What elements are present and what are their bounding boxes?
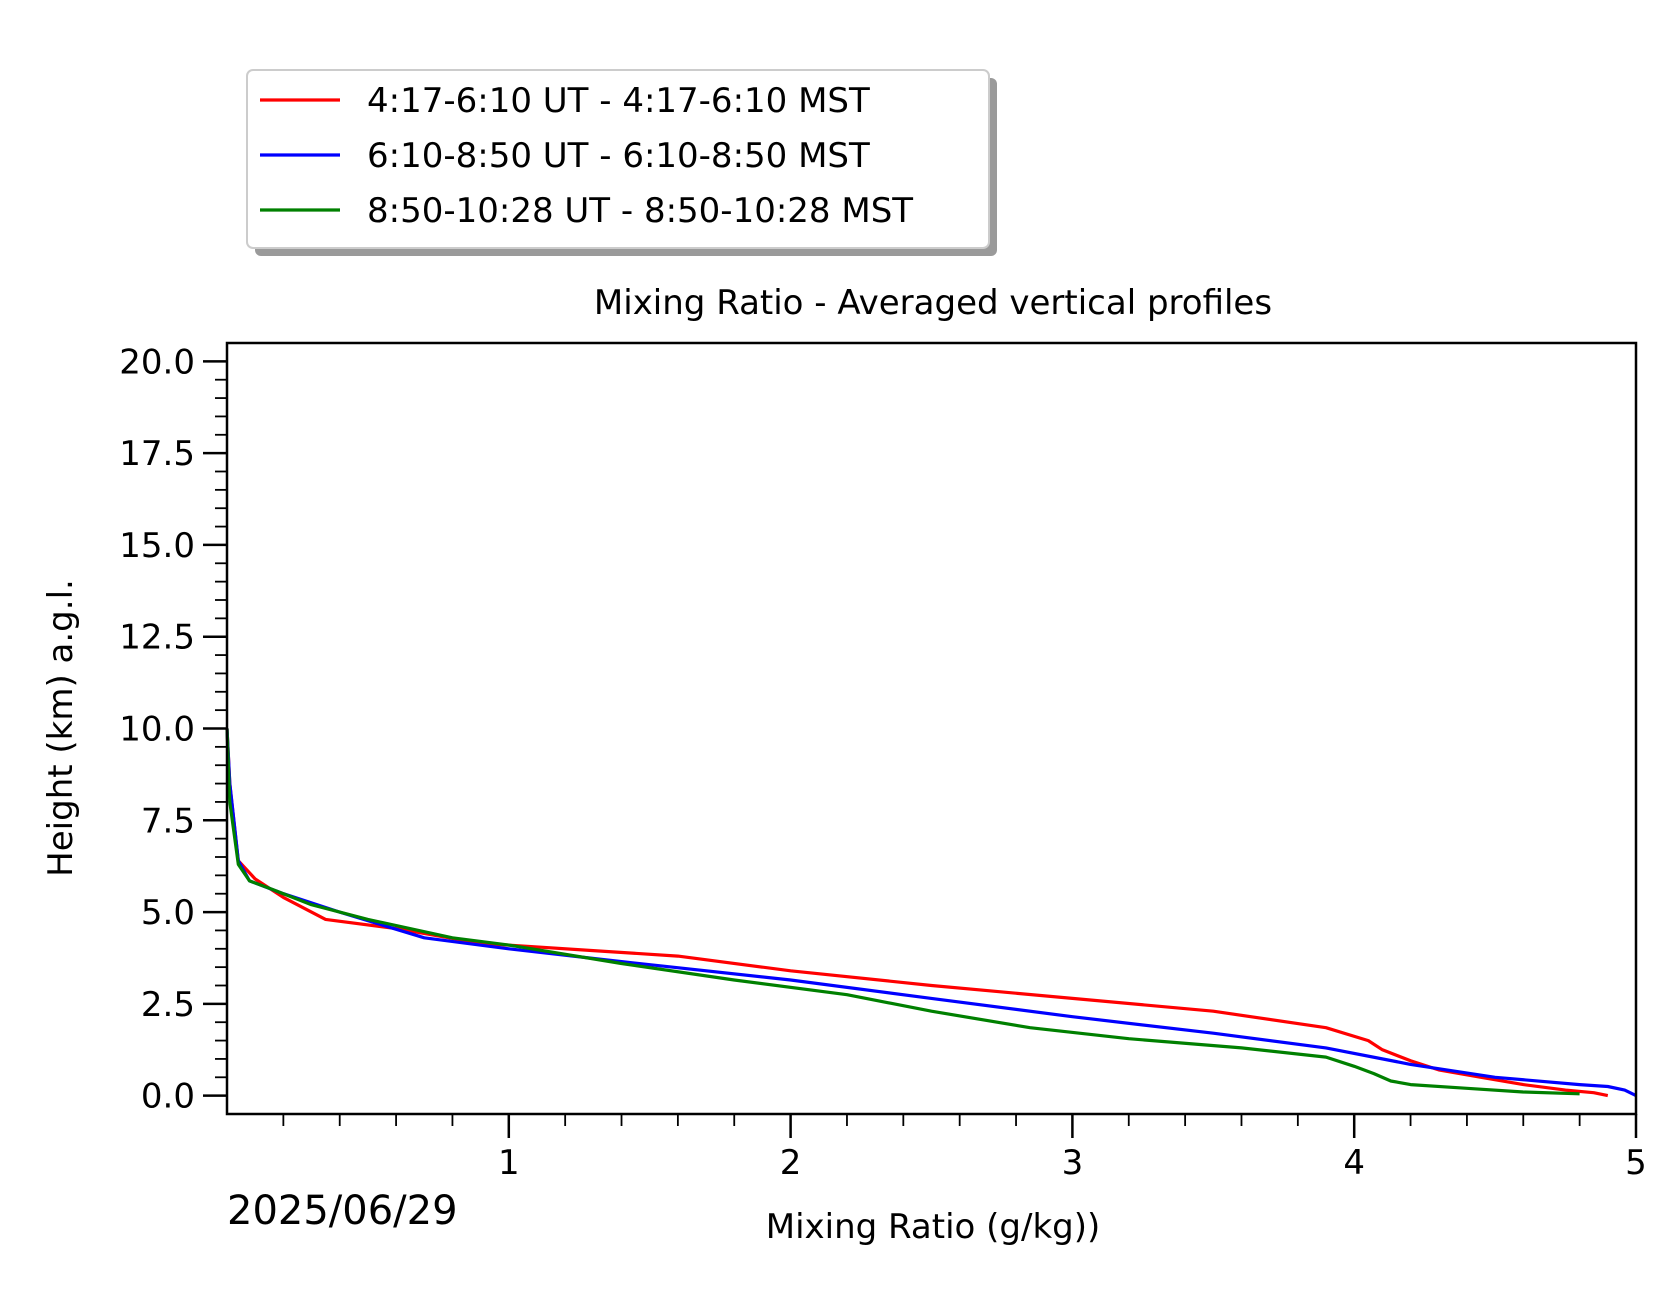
- y-tick-label: 10.0: [119, 710, 195, 750]
- y-tick-label: 17.5: [119, 434, 195, 474]
- legend: 4:17-6:10 UT - 4:17-6:10 MST 6:10-8:50 UT…: [246, 69, 997, 256]
- series-line-3: [225, 728, 1580, 1096]
- date-label: 2025/06/29: [227, 1188, 458, 1234]
- legend-label: 6:10-8:50 UT - 6:10-8:50 MST: [367, 136, 870, 176]
- plot-frame: [225, 341, 1638, 1116]
- chart-title: Mixing Ratio - Averaged vertical profile…: [594, 283, 1272, 323]
- y-axis-label: Height (km) a.g.l.: [41, 579, 81, 877]
- legend-box: [246, 69, 990, 249]
- x-tick-label: 4: [1343, 1143, 1365, 1183]
- y-tick-label: 0.0: [141, 1077, 195, 1117]
- axes-layer: 0.0 2.5 5.0 7.5 10.0 12.5 15.0 17.5 20.0 1 2 3 4 5: [119, 342, 1647, 1183]
- series-line-1: [225, 728, 1609, 1098]
- series-layer: [225, 728, 1637, 1098]
- legend-label: 4:17-6:10 UT - 4:17-6:10 MST: [367, 81, 870, 121]
- y-tick-label: 7.5: [141, 801, 195, 841]
- y-tick-label: 5.0: [141, 893, 195, 933]
- x-axis-label: Mixing Ratio (g/kg)): [766, 1207, 1101, 1247]
- series-line-2: [225, 728, 1637, 1098]
- x-tick-label: 5: [1625, 1143, 1647, 1183]
- y-tick-label: 12.5: [119, 618, 195, 658]
- legend-entries: 4:17-6:10 UT - 4:17-6:10 MST 6:10-8:50 UT…: [260, 81, 913, 231]
- y-tick-label: 2.5: [141, 985, 195, 1025]
- y-tick-label: 15.0: [119, 526, 195, 566]
- y-tick-label: 20.0: [119, 342, 195, 382]
- x-tick-label: 3: [1062, 1143, 1084, 1183]
- x-tick-label: 1: [498, 1143, 520, 1183]
- legend-label: 8:50-10:28 UT - 8:50-10:28 MST: [367, 191, 913, 231]
- x-tick-label: 2: [780, 1143, 802, 1183]
